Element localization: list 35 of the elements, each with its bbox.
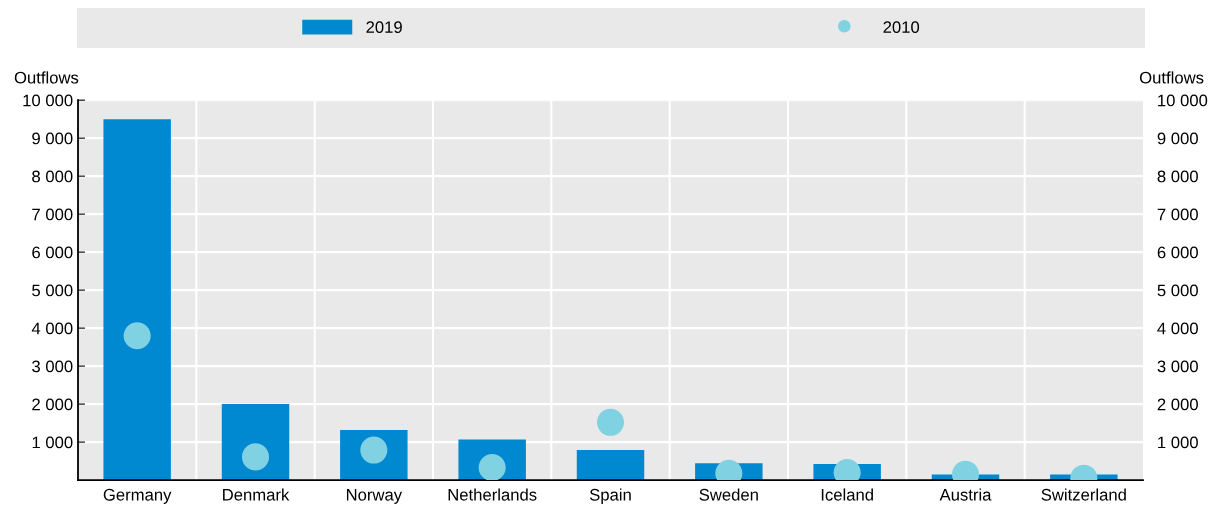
x-tick-label: Spain xyxy=(589,488,631,504)
x-tick-label: Netherlands xyxy=(448,488,537,501)
x-tick-label: Switzerland xyxy=(1041,488,1126,501)
y-tick-label: 9 000 xyxy=(32,132,73,145)
x-tick-label: Iceland xyxy=(821,488,873,501)
y2-axis-title: Outflows xyxy=(1139,71,1204,84)
bar xyxy=(103,119,171,481)
y-tick-label: 7 000 xyxy=(32,208,73,221)
y2-tick-label: 9 000 xyxy=(1157,132,1198,145)
y2-tick-label: 7 000 xyxy=(1157,208,1198,221)
y-tick-label: 1 000 xyxy=(32,436,73,449)
y2-tick-label: 1 000 xyxy=(1158,436,1198,449)
y-tick-label: 3 000 xyxy=(32,360,73,373)
y2-tick-label: 2 000 xyxy=(1157,398,1198,411)
x-tick-label: Austria xyxy=(939,488,992,501)
y2-tick-label: 5 000 xyxy=(1157,284,1198,297)
y-tick-label: 8 000 xyxy=(32,170,73,183)
y-tick-label: 6 000 xyxy=(32,246,73,259)
x-tick-label: Norway xyxy=(346,489,403,504)
y-tick-label: 2 000 xyxy=(32,398,73,411)
y2-tick-label: 4 000 xyxy=(1157,322,1198,335)
bar xyxy=(576,450,645,481)
y2-tick-label: 6 000 xyxy=(1157,246,1198,259)
y-axis-title: Outflows xyxy=(14,71,79,84)
y2-tick-label: 3 000 xyxy=(1157,360,1198,373)
y-tick-label: 5 000 xyxy=(32,284,73,297)
x-tick-label: Sweden xyxy=(699,488,758,501)
y-tick-label: 4 000 xyxy=(31,322,73,335)
y2-tick-label: 10 000 xyxy=(1158,94,1208,107)
x-tick-label: Denmark xyxy=(223,488,290,501)
y2-tick-label: 8 000 xyxy=(1157,170,1198,183)
x-tick-label: Germany xyxy=(103,488,172,504)
legend-label: 2010 xyxy=(883,21,920,34)
legend-label: 2019 xyxy=(366,21,402,34)
y-tick-label: 10 000 xyxy=(23,94,73,107)
